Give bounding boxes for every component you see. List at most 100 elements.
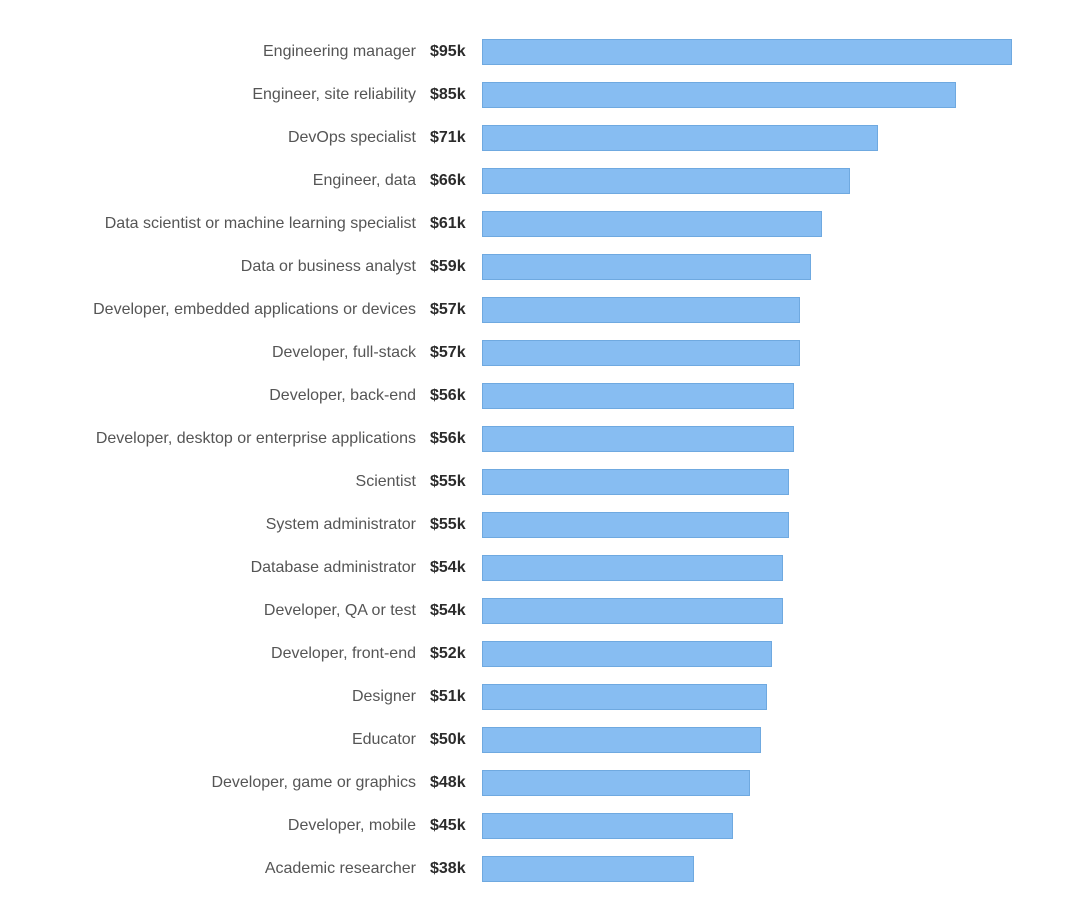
row-label: Developer, mobile: [20, 817, 430, 835]
row-label: Scientist: [20, 473, 430, 491]
bar-area: [482, 73, 1040, 116]
bar: [482, 813, 733, 839]
row-label: Designer: [20, 688, 430, 706]
row-value: $55k: [430, 516, 482, 534]
bar: [482, 125, 878, 151]
bar-area: [482, 761, 1040, 804]
row-value: $48k: [430, 774, 482, 792]
row-label: Database administrator: [20, 559, 430, 577]
bar: [482, 856, 694, 882]
chart-row: Academic researcher$38k: [20, 847, 1040, 890]
row-label: DevOps specialist: [20, 129, 430, 147]
row-label: Data or business analyst: [20, 258, 430, 276]
bar-area: [482, 374, 1040, 417]
chart-row: Designer$51k: [20, 675, 1040, 718]
bar-area: [482, 503, 1040, 546]
bar: [482, 598, 783, 624]
row-label: Engineer, site reliability: [20, 86, 430, 104]
row-label: Engineering manager: [20, 43, 430, 61]
bar-area: [482, 632, 1040, 675]
row-value: $85k: [430, 86, 482, 104]
bar: [482, 426, 794, 452]
row-label: Educator: [20, 731, 430, 749]
chart-row: Developer, full-stack$57k: [20, 331, 1040, 374]
chart-row: Scientist$55k: [20, 460, 1040, 503]
bar-area: [482, 417, 1040, 460]
bar-area: [482, 331, 1040, 374]
bar-area: [482, 30, 1040, 73]
chart-row: Engineer, site reliability$85k: [20, 73, 1040, 116]
row-label: Engineer, data: [20, 172, 430, 190]
row-label: Developer, full-stack: [20, 344, 430, 362]
row-value: $61k: [430, 215, 482, 233]
bar: [482, 770, 750, 796]
bar: [482, 383, 794, 409]
chart-row: Engineer, data$66k: [20, 159, 1040, 202]
bar-area: [482, 116, 1040, 159]
bar-area: [482, 718, 1040, 761]
row-label: Developer, back-end: [20, 387, 430, 405]
chart-row: Data or business analyst$59k: [20, 245, 1040, 288]
row-value: $95k: [430, 43, 482, 61]
chart-row: System administrator$55k: [20, 503, 1040, 546]
chart-row: Database administrator$54k: [20, 546, 1040, 589]
row-label: Developer, front-end: [20, 645, 430, 663]
chart-row: Developer, mobile$45k: [20, 804, 1040, 847]
chart-row: Educator$50k: [20, 718, 1040, 761]
bar: [482, 684, 767, 710]
row-value: $55k: [430, 473, 482, 491]
row-value: $71k: [430, 129, 482, 147]
bar: [482, 211, 822, 237]
bar-area: [482, 546, 1040, 589]
bar-area: [482, 589, 1040, 632]
row-value: $57k: [430, 301, 482, 319]
bar-area: [482, 202, 1040, 245]
row-value: $54k: [430, 602, 482, 620]
chart-row: Developer, embedded applications or devi…: [20, 288, 1040, 331]
chart-row: Developer, desktop or enterprise applica…: [20, 417, 1040, 460]
chart-row: DevOps specialist$71k: [20, 116, 1040, 159]
row-value: $54k: [430, 559, 482, 577]
bar: [482, 168, 850, 194]
row-value: $59k: [430, 258, 482, 276]
row-label: Academic researcher: [20, 860, 430, 878]
row-label: Data scientist or machine learning speci…: [20, 215, 430, 233]
bar: [482, 82, 956, 108]
bar: [482, 297, 800, 323]
row-value: $50k: [430, 731, 482, 749]
row-value: $66k: [430, 172, 482, 190]
row-value: $56k: [430, 387, 482, 405]
bar-area: [482, 245, 1040, 288]
row-label: System administrator: [20, 516, 430, 534]
row-value: $56k: [430, 430, 482, 448]
chart-row: Engineering manager$95k: [20, 30, 1040, 73]
bar-area: [482, 159, 1040, 202]
bar: [482, 555, 783, 581]
bar-area: [482, 460, 1040, 503]
bar: [482, 727, 761, 753]
bar: [482, 641, 772, 667]
bar-area: [482, 847, 1040, 890]
bar: [482, 254, 811, 280]
bar: [482, 469, 789, 495]
bar-area: [482, 804, 1040, 847]
row-label: Developer, embedded applications or devi…: [20, 301, 430, 319]
row-value: $52k: [430, 645, 482, 663]
bar: [482, 39, 1012, 65]
salary-bar-chart: Engineering manager$95kEngineer, site re…: [20, 30, 1040, 890]
row-label: Developer, QA or test: [20, 602, 430, 620]
bar-area: [482, 288, 1040, 331]
row-value: $38k: [430, 860, 482, 878]
chart-row: Developer, QA or test$54k: [20, 589, 1040, 632]
chart-row: Developer, back-end$56k: [20, 374, 1040, 417]
bar: [482, 512, 789, 538]
bar-area: [482, 675, 1040, 718]
row-value: $45k: [430, 817, 482, 835]
bar: [482, 340, 800, 366]
row-label: Developer, game or graphics: [20, 774, 430, 792]
row-label: Developer, desktop or enterprise applica…: [20, 430, 430, 448]
chart-row: Developer, game or graphics$48k: [20, 761, 1040, 804]
row-value: $57k: [430, 344, 482, 362]
row-value: $51k: [430, 688, 482, 706]
chart-row: Data scientist or machine learning speci…: [20, 202, 1040, 245]
